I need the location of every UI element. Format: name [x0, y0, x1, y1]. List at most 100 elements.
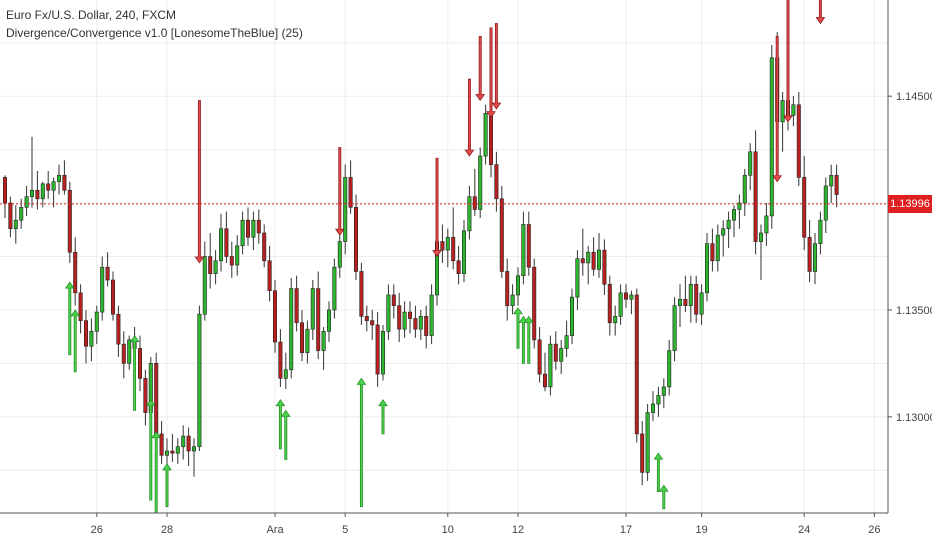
- y-tick-label: 1.13000: [896, 412, 932, 424]
- candle: [348, 160, 353, 214]
- candle-body: [672, 305, 677, 351]
- down-arrow-icon: [491, 23, 502, 110]
- candle-body: [192, 446, 197, 452]
- candle: [526, 211, 531, 276]
- candle: [46, 171, 51, 199]
- candle-body: [812, 243, 817, 272]
- candle-body: [94, 311, 99, 332]
- candle-body: [515, 275, 520, 296]
- candle: [510, 284, 515, 315]
- candle-body: [332, 266, 337, 311]
- up-arrow-icon: [70, 309, 81, 373]
- candle: [640, 421, 645, 486]
- candle-body: [138, 348, 143, 379]
- candle: [812, 232, 817, 285]
- candle-body: [186, 435, 191, 452]
- candle: [40, 181, 45, 208]
- x-tick-label: 17: [620, 524, 632, 536]
- x-tick-label: 28: [161, 524, 173, 536]
- candle: [515, 267, 520, 306]
- candle: [272, 280, 277, 353]
- candle-body: [677, 298, 682, 306]
- candle: [483, 104, 488, 165]
- candle: [251, 211, 256, 251]
- candle-body: [575, 258, 580, 298]
- candle: [310, 280, 315, 340]
- candle: [650, 391, 655, 422]
- candle-body: [780, 100, 785, 123]
- candle: [391, 284, 396, 319]
- candle: [240, 211, 245, 255]
- candle-body: [764, 215, 769, 234]
- candle: [213, 250, 218, 285]
- candle-body: [299, 322, 304, 353]
- candle-body: [380, 331, 385, 375]
- candle-body: [364, 316, 369, 321]
- candle-body: [737, 202, 742, 210]
- candle: [370, 309, 375, 340]
- candle: [818, 211, 823, 255]
- candle-body: [56, 174, 61, 182]
- candle: [2, 175, 8, 219]
- candle: [667, 339, 672, 396]
- symbol-title[interactable]: Euro Fx/U.S. Dollar, 240, FXCM: [6, 8, 177, 22]
- candle-body: [386, 294, 391, 332]
- candle: [553, 331, 558, 370]
- candle-body: [235, 245, 240, 266]
- candle: [748, 143, 753, 191]
- candle-body: [510, 294, 515, 306]
- candle-body: [175, 446, 180, 454]
- signal-arrows: [64, 0, 826, 525]
- candle-body: [634, 294, 639, 435]
- candle-body: [467, 196, 472, 232]
- candle: [51, 177, 56, 208]
- candle: [478, 147, 483, 219]
- candle: [105, 252, 110, 287]
- candle: [542, 352, 547, 392]
- candle: [353, 194, 358, 281]
- indicator-title[interactable]: Divergence/Convergence v1.0 [LonesomeThe…: [6, 26, 303, 40]
- candle-body: [418, 316, 423, 330]
- candle-body: [397, 305, 402, 330]
- down-arrow-icon: [475, 35, 486, 102]
- candle: [202, 241, 207, 321]
- candle-body: [613, 316, 618, 324]
- candle-body: [40, 183, 45, 200]
- candle: [262, 224, 267, 268]
- candle: [683, 275, 688, 313]
- candle-body: [650, 403, 655, 413]
- candle: [780, 91, 785, 152]
- candle-body: [823, 185, 828, 221]
- candle: [575, 250, 580, 310]
- candle-body: [240, 219, 245, 247]
- candle-body: [375, 324, 380, 375]
- candle-body: [715, 234, 720, 262]
- candle: [337, 232, 342, 278]
- candle: [78, 284, 83, 334]
- candle: [521, 211, 526, 285]
- candle: [397, 292, 402, 342]
- candle: [67, 181, 72, 263]
- candle: [326, 301, 331, 342]
- candle: [456, 245, 461, 285]
- down-arrow-icon: [464, 78, 475, 157]
- price-axis[interactable]: [888, 0, 932, 550]
- candle-body: [111, 279, 116, 315]
- candle: [197, 305, 202, 452]
- candle-body: [818, 219, 823, 244]
- candle: [704, 232, 709, 302]
- candle-body: [710, 243, 715, 262]
- candle: [181, 425, 186, 460]
- candle: [235, 235, 240, 276]
- candle: [440, 224, 445, 263]
- candle: [753, 130, 758, 255]
- candle-body: [488, 112, 493, 165]
- candle-body: [688, 283, 693, 306]
- candle-body: [537, 339, 542, 375]
- time-axis[interactable]: [0, 513, 932, 550]
- current-price-badge: 1.13996: [888, 194, 932, 213]
- candle-body: [451, 236, 456, 262]
- candle-body: [483, 112, 488, 157]
